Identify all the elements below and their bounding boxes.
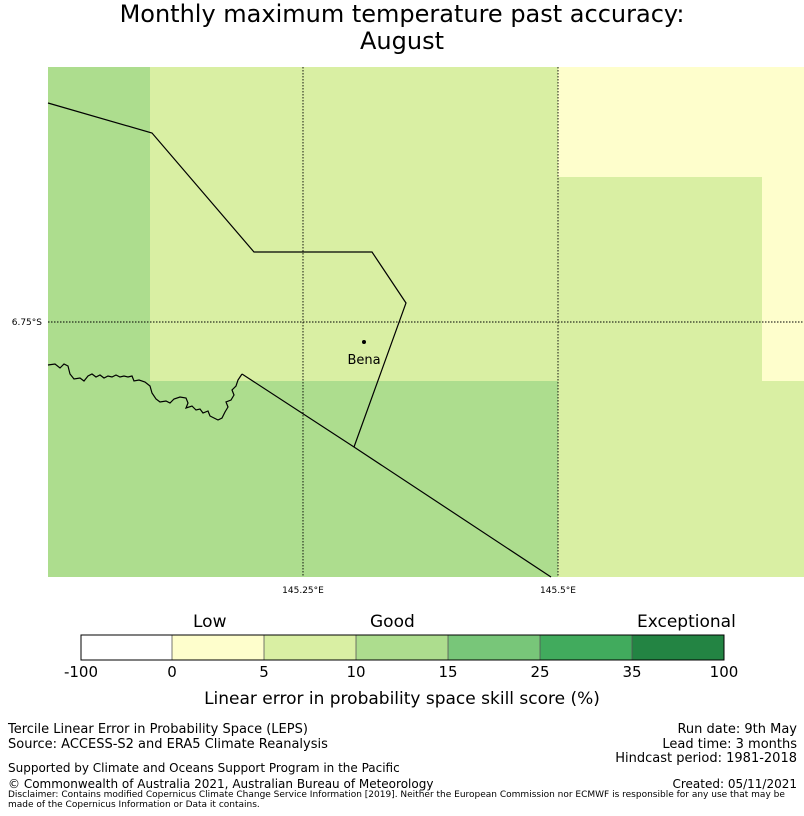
colorbar-segment — [81, 635, 172, 660]
footer-method: Tercile Linear Error in Probability Spac… — [8, 722, 308, 737]
province-boundary — [241, 373, 552, 578]
colorbar-tick: 0 — [167, 663, 177, 681]
coastline — [47, 363, 243, 421]
town-label: Bena — [347, 353, 380, 368]
map-cell — [558, 177, 762, 577]
map-cell — [150, 67, 558, 381]
colorbar-category-low: Low — [193, 612, 227, 632]
map-cell — [558, 67, 804, 177]
colorbar-tick: 35 — [622, 663, 642, 681]
map-cell — [762, 177, 804, 381]
footer-hindcast: Hindcast period: 1981-2018 — [615, 751, 797, 766]
province-boundary — [47, 102, 407, 448]
colorbar-segment — [632, 635, 724, 660]
town-marker — [362, 340, 366, 344]
footer-created: Created: 05/11/2021 — [672, 777, 797, 791]
colorbar-tick: 25 — [530, 663, 550, 681]
colorbar — [80, 634, 725, 661]
lon-label: 145.25°E — [282, 586, 324, 596]
footer-supported: Supported by Climate and Oceans Support … — [8, 761, 400, 775]
footer-source: Source: ACCESS-S2 and ERA5 Climate Reana… — [8, 737, 328, 752]
footer-lead-time: Lead time: 3 months — [662, 737, 797, 752]
map-cell — [762, 381, 804, 577]
footer-disclaimer: Disclaimer: Contains modified Copernicus… — [8, 790, 785, 810]
colorbar-tick: 15 — [438, 663, 458, 681]
map-cell — [150, 381, 558, 577]
footer-copyright: © Commonwealth of Australia 2021, Austra… — [8, 777, 434, 791]
colorbar-category-good: Good — [370, 612, 415, 632]
colorbar-label: Linear error in probability space skill … — [204, 689, 600, 709]
lat-label: 6.75°S — [12, 318, 43, 328]
footer-run-date: Run date: 9th May — [677, 722, 797, 737]
colorbar-category-exceptional: Exceptional — [637, 612, 736, 632]
colorbar-segment — [540, 635, 632, 660]
colorbar-segment — [172, 635, 264, 660]
colorbar-tick: 100 — [709, 663, 739, 681]
lon-label: 145.5°E — [540, 586, 576, 596]
colorbar-tick: 10 — [346, 663, 366, 681]
colorbar-tick: 5 — [259, 663, 269, 681]
colorbar-segment — [264, 635, 356, 660]
colorbar-frame — [80, 634, 725, 661]
colorbar-segment — [356, 635, 448, 660]
colorbar-segment — [448, 635, 540, 660]
map-title-line2: August — [360, 27, 444, 55]
colorbar-tick: -100 — [63, 663, 99, 681]
map-title-line1: Monthly maximum temperature past accurac… — [119, 0, 685, 28]
